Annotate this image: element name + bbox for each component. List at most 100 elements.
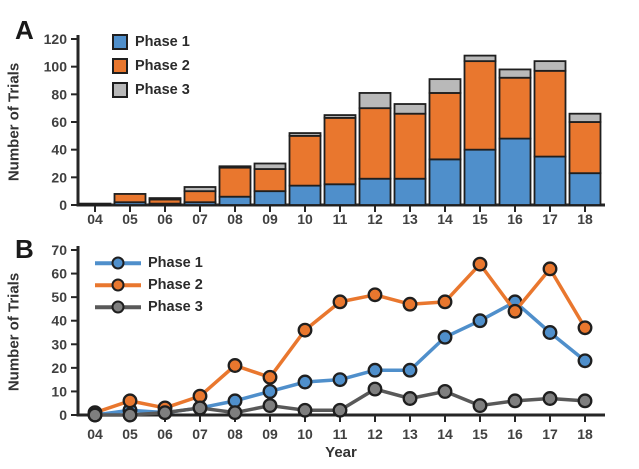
data-point-marker: [507, 393, 523, 409]
svg-text:20: 20: [51, 169, 67, 185]
bar-segment: [148, 197, 182, 201]
svg-text:16: 16: [507, 426, 523, 442]
panel-b-legend: Phase 1 Phase 2 Phase 3: [95, 252, 203, 318]
svg-text:13: 13: [402, 426, 418, 442]
phase3-line-marker-icon: [95, 297, 141, 317]
bar-segment: [498, 76, 532, 140]
svg-text:05: 05: [122, 426, 138, 442]
panel-b-ylabel: Number of Trials: [5, 272, 23, 392]
legend-item-phase1: Phase 1: [95, 252, 203, 274]
svg-text:15: 15: [472, 426, 488, 442]
bar-segment: [218, 165, 252, 169]
bar-segment: [428, 158, 462, 206]
phase2-square-swatch-icon: [112, 58, 128, 74]
bar-segment: [358, 107, 392, 180]
bar-segment: [463, 60, 497, 151]
legend-item-phase3: Phase 3: [95, 296, 203, 318]
svg-text:06: 06: [157, 211, 173, 227]
bar-segment: [358, 177, 392, 206]
data-point-marker: [297, 374, 313, 390]
bar-segment: [428, 78, 462, 94]
svg-text:12: 12: [367, 426, 383, 442]
panel-a-plot: 0 20 40 60 80 100 120 04 05 06 07 08 09 10 11 12 13 14 15 1…: [44, 31, 605, 227]
bar-segment: [253, 162, 287, 170]
data-point-marker: [367, 287, 383, 303]
bar-segment: [533, 69, 567, 158]
data-point-marker: [577, 393, 593, 409]
bar-segment: [323, 183, 357, 206]
data-point-marker: [122, 407, 138, 423]
data-point-marker: [227, 358, 243, 373]
bar-segment: [568, 121, 602, 175]
legend-label: Phase 3: [148, 299, 203, 315]
data-point-marker: [507, 303, 523, 319]
svg-text:05: 05: [122, 211, 138, 227]
svg-text:70: 70: [51, 242, 67, 258]
data-point-marker: [542, 261, 558, 277]
bar-segment: [428, 92, 462, 161]
bar-segment: [393, 177, 427, 206]
phase2-line-marker-icon: [95, 275, 141, 295]
svg-text:40: 40: [51, 313, 67, 329]
legend-label: Phase 2: [148, 277, 203, 293]
data-point-marker: [332, 294, 348, 310]
svg-text:11: 11: [333, 426, 348, 442]
svg-text:09: 09: [262, 211, 278, 227]
data-point-marker: [472, 398, 488, 414]
data-point-marker: [227, 405, 243, 421]
data-point-marker: [577, 353, 593, 369]
bar-segment: [393, 112, 427, 180]
data-point-marker: [157, 405, 173, 421]
bar-segment: [288, 184, 322, 206]
svg-text:40: 40: [51, 142, 67, 158]
svg-text:80: 80: [51, 86, 67, 102]
svg-text:04: 04: [87, 426, 103, 442]
bar-segment: [358, 92, 392, 110]
svg-text:18: 18: [577, 426, 593, 442]
data-point-marker: [542, 325, 558, 340]
bar-segment: [568, 172, 602, 206]
svg-text:14: 14: [437, 211, 453, 227]
svg-text:14: 14: [437, 426, 453, 442]
bar-segment: [253, 168, 287, 193]
svg-text:07: 07: [192, 211, 208, 227]
svg-text:12: 12: [367, 211, 383, 227]
panel-a-legend: Phase 1 Phase 2 Phase 3: [112, 30, 190, 102]
data-point-marker: [122, 393, 138, 409]
panel-b-plot: 0 10 20 30 40 50 60 70 04 05 06 07 08 09 10 11 12 13 14 15 1…: [51, 242, 605, 442]
bar-segment: [463, 54, 497, 63]
data-point-marker: [437, 383, 453, 399]
bar-segment: [463, 148, 497, 206]
data-point-marker: [332, 372, 348, 388]
bar-segment: [218, 166, 252, 198]
bar-segment: [218, 195, 252, 206]
svg-text:60: 60: [51, 114, 67, 130]
svg-text:10: 10: [297, 426, 313, 442]
data-point-marker: [472, 313, 488, 329]
legend-label: Phase 3: [135, 82, 190, 98]
svg-text:17: 17: [542, 426, 558, 442]
svg-text:06: 06: [157, 426, 173, 442]
data-point-marker: [297, 402, 313, 418]
svg-text:08: 08: [227, 211, 243, 227]
svg-text:08: 08: [227, 426, 243, 442]
x-axis-title: Year: [325, 444, 357, 461]
data-point-marker: [192, 400, 208, 416]
data-point-marker: [472, 256, 488, 272]
bar-segment: [393, 103, 427, 115]
legend-label: Phase 1: [135, 34, 190, 50]
legend-item-phase1: Phase 1: [112, 30, 190, 54]
legend-item-phase3: Phase 3: [112, 78, 190, 102]
svg-text:15: 15: [472, 211, 488, 227]
data-point-marker: [437, 294, 453, 310]
bar-segment: [183, 186, 217, 193]
svg-text:0: 0: [59, 197, 67, 213]
svg-text:09: 09: [262, 426, 278, 442]
bar-segment: [113, 193, 147, 204]
data-point-marker: [402, 362, 418, 378]
data-point-marker: [262, 398, 278, 414]
svg-text:17: 17: [542, 211, 558, 227]
bar-segment: [78, 202, 112, 206]
svg-text:11: 11: [333, 211, 348, 227]
